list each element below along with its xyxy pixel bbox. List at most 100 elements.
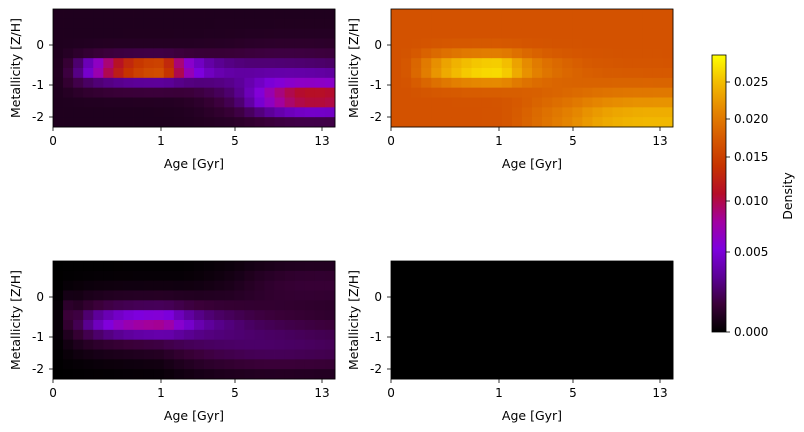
- heatmap-cell: [552, 18, 563, 30]
- heatmap-cell: [511, 87, 523, 98]
- heatmap-cell: [294, 48, 306, 59]
- heatmap-cell: [542, 280, 553, 291]
- heatmap-cell: [662, 300, 674, 311]
- heatmap-cell: [224, 369, 235, 380]
- heatmap-cell: [562, 369, 573, 380]
- heatmap-cell: [153, 369, 165, 380]
- heatmap-cell: [304, 97, 316, 108]
- heatmap-cell: [153, 9, 165, 20]
- heatmap-cell: [194, 87, 205, 98]
- heatmap-cell: [431, 9, 442, 20]
- heatmap-cell: [501, 97, 513, 108]
- heatmap-cell: [552, 359, 563, 370]
- heatmap-cell: [294, 87, 306, 98]
- heatmap-cell: [401, 310, 412, 321]
- heatmap-cell: [254, 359, 265, 370]
- heatmap-cell: [652, 28, 664, 39]
- heatmap-cell: [471, 270, 483, 282]
- heatmap-cell: [294, 300, 306, 311]
- heatmap-cell: [642, 68, 654, 79]
- heatmap-cell: [471, 329, 483, 341]
- heatmap-cell: [421, 77, 432, 89]
- heatmap-cell: [592, 310, 603, 321]
- heatmap-cell: [632, 300, 644, 311]
- heatmap-cell: [491, 261, 503, 272]
- heatmap-cell: [254, 280, 265, 291]
- heatmap-cell: [632, 270, 644, 282]
- heatmap-cell: [314, 87, 326, 98]
- heatmap-cell: [521, 369, 533, 380]
- heatmap-cell: [461, 28, 472, 39]
- heatmap-cell: [652, 290, 664, 301]
- heatmap-cell: [183, 349, 195, 360]
- heatmap-cell: [431, 329, 442, 341]
- heatmap-cell: [582, 117, 593, 128]
- heatmap-cell: [511, 280, 523, 291]
- heatmap-cell: [532, 48, 543, 59]
- heatmap-cell: [314, 48, 326, 59]
- heatmap-cell: [552, 300, 563, 311]
- heatmap-cell: [93, 339, 104, 350]
- heatmap-cell: [103, 310, 114, 321]
- heatmap-cell: [254, 9, 265, 20]
- heatmap-cell: [441, 280, 452, 291]
- heatmap-cell: [153, 339, 165, 350]
- heatmap-cell: [391, 97, 402, 108]
- heatmap-cell: [521, 117, 533, 128]
- heatmap-cell: [143, 117, 155, 128]
- heatmap-cell: [501, 68, 513, 79]
- heatmap-cell: [304, 300, 316, 311]
- heatmap-cell: [441, 369, 452, 380]
- heatmap-cell: [153, 359, 165, 370]
- heatmap-cell: [214, 339, 225, 350]
- heatmap-cell: [274, 300, 286, 311]
- heatmap-cell: [461, 329, 472, 341]
- heatmap-cell: [153, 28, 165, 39]
- heatmap-cell: [572, 117, 583, 128]
- heatmap-cell: [204, 38, 215, 49]
- heatmap-cell: [411, 117, 422, 128]
- heatmap-cell: [542, 68, 553, 79]
- heatmap-cell: [53, 270, 64, 282]
- heatmap-cell: [542, 117, 553, 128]
- heatmap-cell: [284, 329, 296, 341]
- heatmap-cell: [304, 261, 316, 272]
- heatmap-cell: [572, 97, 583, 108]
- heatmap-cell: [391, 48, 402, 59]
- heatmap-cell: [93, 270, 104, 282]
- heatmap-cell: [163, 300, 175, 311]
- heatmap-cell: [123, 320, 134, 331]
- heatmap-cell: [244, 359, 255, 370]
- heatmap-cell: [143, 369, 155, 380]
- heatmap-cell: [284, 18, 296, 30]
- heatmap-cell: [93, 290, 104, 301]
- heatmap-cell: [471, 9, 483, 20]
- heatmap-cell: [622, 280, 634, 291]
- heatmap-cell: [481, 339, 493, 350]
- heatmap-cell: [622, 38, 634, 49]
- heatmap-cell: [501, 117, 513, 128]
- heatmap-cell: [401, 77, 412, 89]
- heatmap-cell: [612, 107, 624, 118]
- heatmap-cell: [622, 329, 634, 341]
- heatmap-cell: [562, 280, 573, 291]
- heatmap-cell: [254, 320, 265, 331]
- heatmap-cell: [431, 117, 442, 128]
- heatmap-cell: [481, 87, 493, 98]
- heatmap-cell: [304, 280, 316, 291]
- heatmap-cell: [401, 349, 412, 360]
- heatmap-cell: [93, 261, 104, 272]
- heatmap-cell: [53, 117, 64, 128]
- heatmap-cell: [602, 300, 613, 311]
- y-tick-label: -2: [32, 362, 44, 376]
- heatmap-cell: [622, 339, 634, 350]
- heatmap-cell: [284, 9, 296, 20]
- heatmap-cell: [244, 329, 255, 341]
- heatmap-cell: [481, 290, 493, 301]
- heatmap-cell: [274, 261, 286, 272]
- heatmap-cell: [552, 58, 563, 69]
- heatmap-cell: [304, 38, 316, 49]
- heatmap-cell: [401, 369, 412, 380]
- heatmap-cell: [73, 107, 84, 118]
